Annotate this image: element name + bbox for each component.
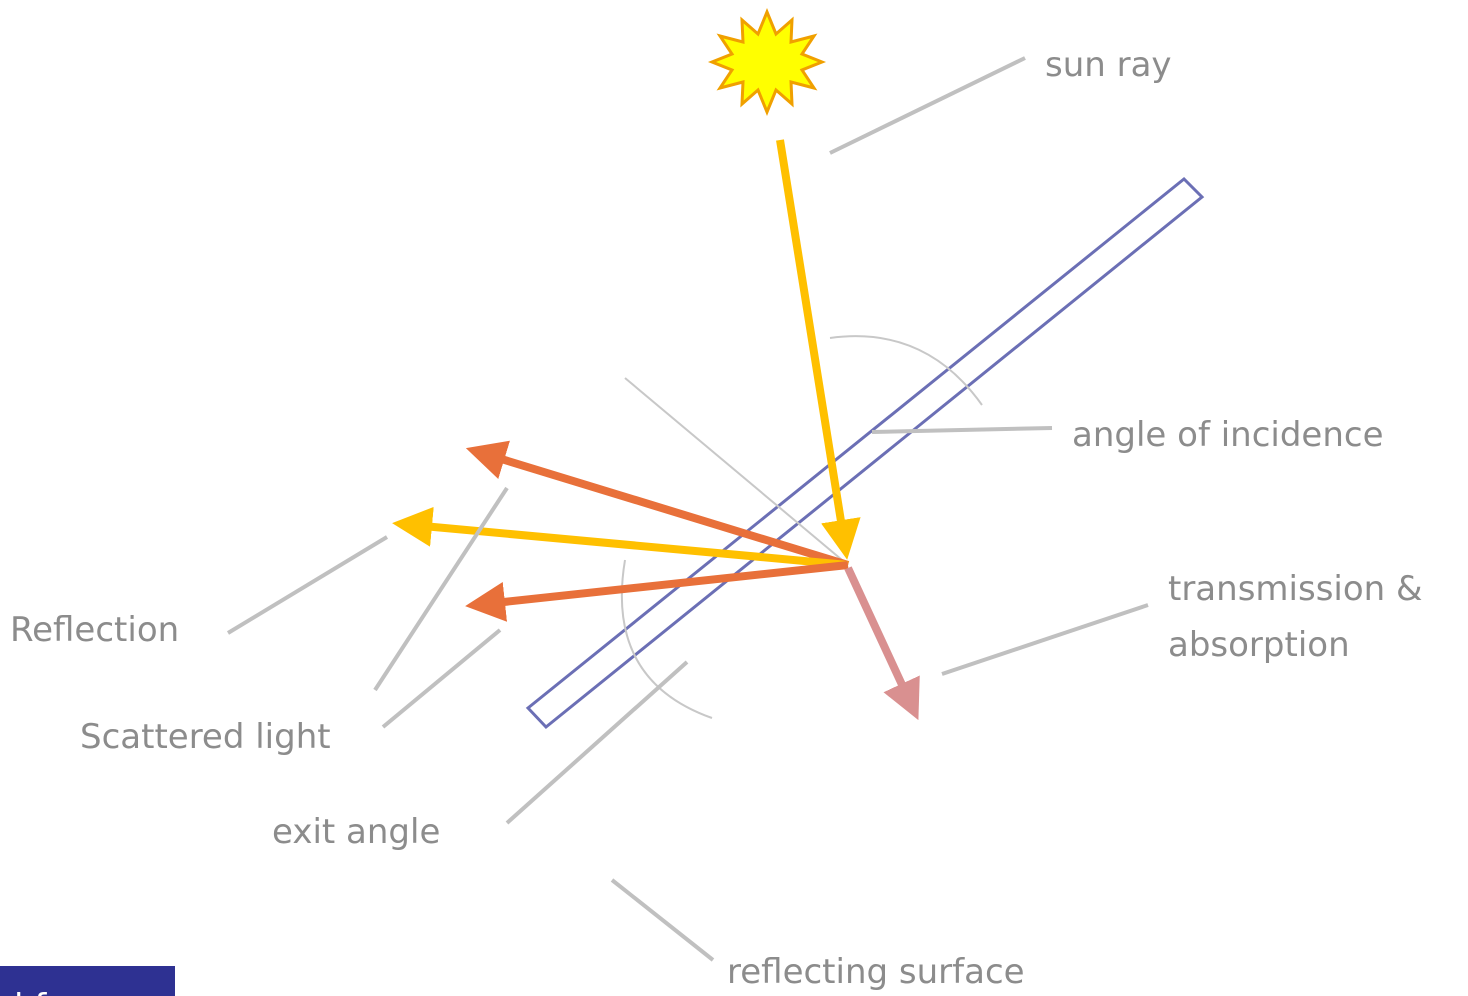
transmission-arrow (848, 568, 910, 702)
leader-line (942, 605, 1148, 674)
label: sun ray (1045, 45, 1172, 85)
leader-line (612, 880, 713, 960)
corner-tab-text: l f (14, 987, 47, 996)
normal-line (625, 378, 848, 565)
diagram: sun ray angle of incidence transmission … (0, 0, 1468, 996)
label: Reflection (10, 610, 179, 650)
label: Scattered light (80, 717, 331, 757)
sun (712, 12, 822, 112)
page: sun ray angle of incidence transmission … (0, 0, 1468, 996)
leader-line (228, 537, 387, 633)
label: absorption (1168, 625, 1350, 665)
label: transmission & (1168, 569, 1423, 609)
leader-line (830, 58, 1025, 153)
leader-line (383, 630, 500, 727)
label: reflecting surface (727, 952, 1025, 992)
leader-line (375, 488, 507, 690)
leader-line (872, 428, 1052, 432)
label: exit angle (272, 812, 440, 852)
label: angle of incidence (1072, 415, 1384, 455)
